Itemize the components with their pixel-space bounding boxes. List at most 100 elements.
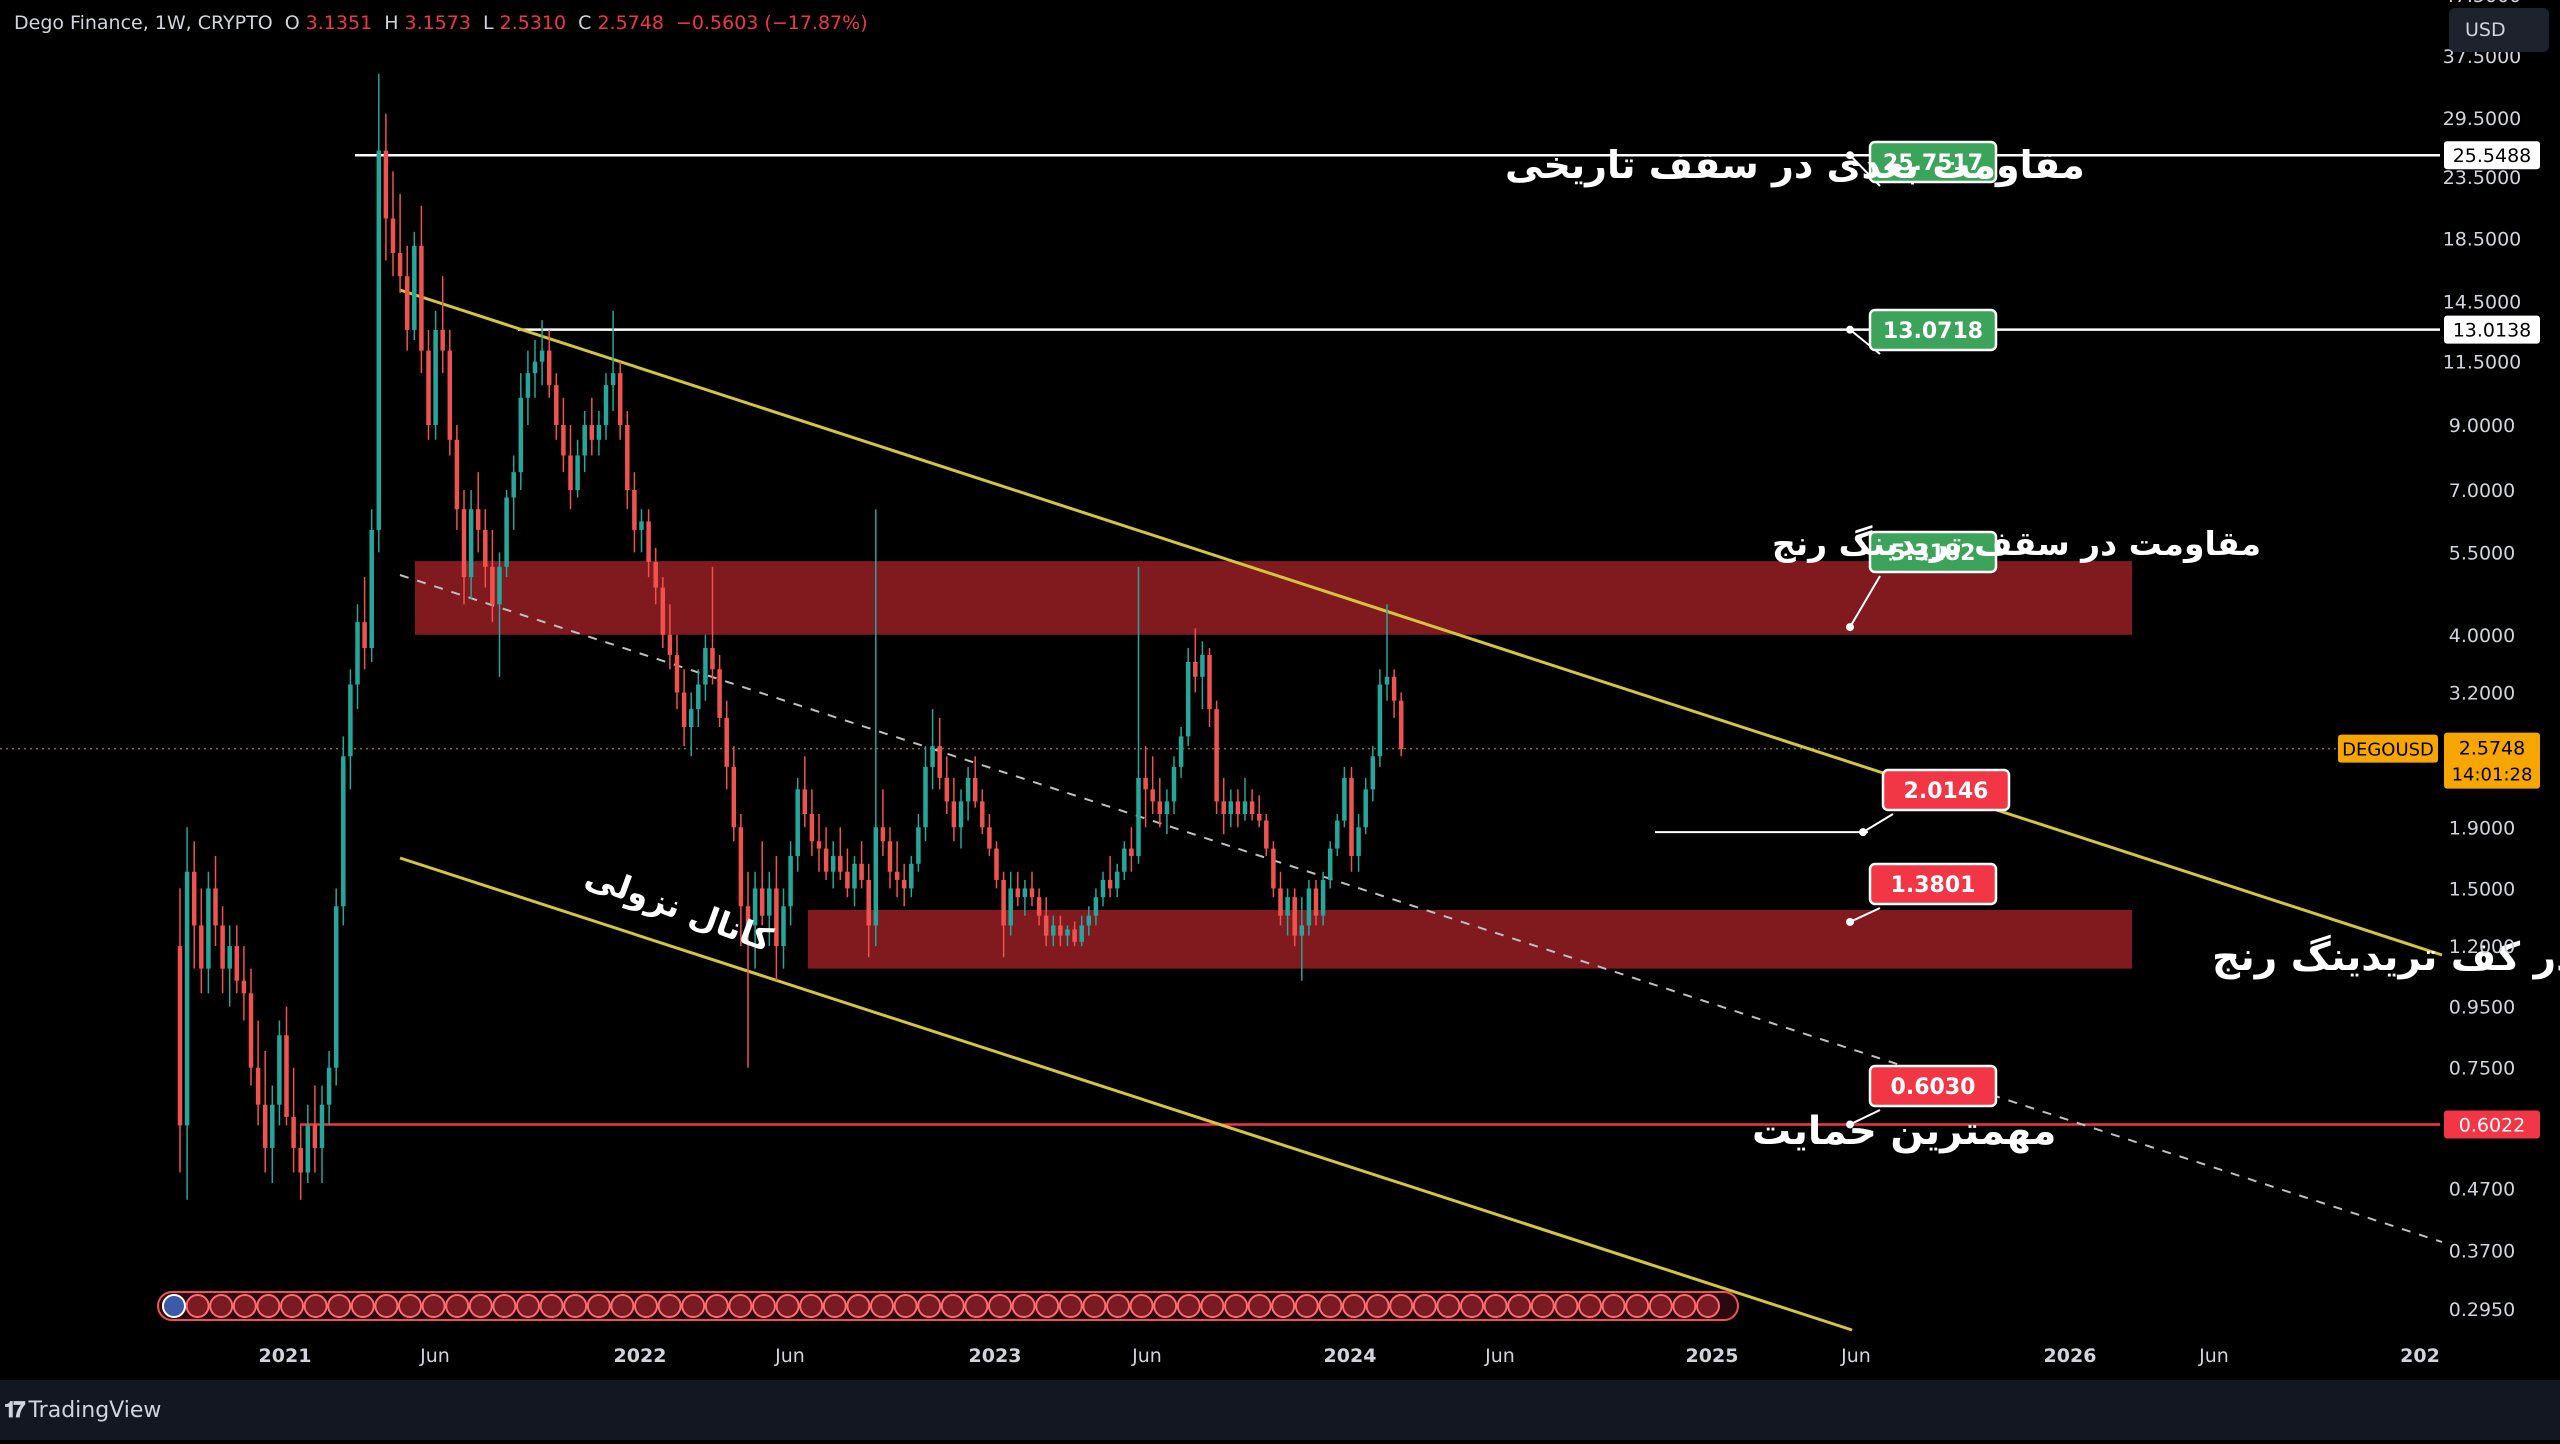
event-marker[interactable]	[539, 1294, 564, 1318]
candle[interactable]	[1150, 756, 1155, 815]
candle[interactable]	[404, 245, 410, 351]
candle[interactable]	[333, 888, 339, 1086]
candle[interactable]	[987, 814, 992, 857]
candle[interactable]	[1079, 915, 1084, 947]
event-marker[interactable]	[1271, 1294, 1296, 1318]
candle[interactable]	[703, 634, 708, 701]
zone-2[interactable]	[808, 909, 2132, 969]
event-marker[interactable]	[492, 1294, 517, 1318]
event-marker[interactable]	[799, 1294, 824, 1318]
candle[interactable]	[490, 529, 495, 623]
candle[interactable]	[830, 841, 836, 889]
event-marker[interactable]	[1460, 1294, 1484, 1318]
candle[interactable]	[1356, 814, 1361, 872]
candle[interactable]	[1398, 692, 1404, 757]
event-marker[interactable]	[398, 1294, 422, 1318]
candle[interactable]	[461, 490, 467, 605]
event-marker[interactable]	[1153, 1294, 1178, 1318]
event-marker[interactable]	[327, 1294, 352, 1318]
candle[interactable]	[809, 789, 815, 857]
candle[interactable]	[1200, 641, 1205, 710]
event-marker[interactable]	[350, 1294, 375, 1318]
candle[interactable]	[1178, 726, 1184, 778]
last-price-tag[interactable]: DEGOUSD 2.5748 14:01:28	[2338, 732, 2540, 789]
candle[interactable]	[348, 669, 353, 790]
event-marker[interactable]	[1412, 1294, 1437, 1318]
event-marker[interactable]	[846, 1294, 871, 1318]
candle[interactable]	[1122, 841, 1127, 880]
candle[interactable]	[504, 490, 509, 578]
candle[interactable]	[681, 669, 687, 747]
currency-button[interactable]: USD	[2449, 8, 2549, 52]
price-callout-3[interactable]: 5.3182	[1846, 530, 1998, 632]
candle[interactable]	[532, 340, 538, 398]
candle[interactable]	[980, 789, 985, 835]
candle[interactable]	[1235, 789, 1241, 828]
candle[interactable]	[852, 856, 857, 907]
candle[interactable]	[916, 814, 921, 872]
candle[interactable]	[539, 320, 545, 386]
candle[interactable]	[710, 566, 715, 685]
candle[interactable]	[838, 827, 843, 880]
candle[interactable]	[965, 766, 971, 821]
candle[interactable]	[767, 871, 772, 947]
event-marker[interactable]	[563, 1294, 588, 1318]
candle[interactable]	[724, 700, 729, 790]
candle[interactable]	[305, 1104, 311, 1184]
candle[interactable]	[1129, 827, 1134, 872]
candle[interactable]	[845, 848, 850, 898]
candle[interactable]	[213, 856, 218, 947]
candle[interactable]	[1093, 888, 1099, 926]
candle[interactable]	[696, 669, 701, 727]
candle[interactable]	[248, 968, 254, 1086]
price-callout-6[interactable]: 0.6030	[1846, 1064, 1998, 1129]
candle[interactable]	[227, 925, 232, 1007]
candle[interactable]	[1228, 789, 1234, 828]
candle[interactable]	[632, 472, 637, 553]
candle[interactable]	[234, 925, 240, 994]
event-marker[interactable]	[256, 1294, 281, 1318]
candle[interactable]	[1249, 789, 1255, 821]
event-marker[interactable]	[1224, 1294, 1248, 1318]
candle[interactable]	[1299, 897, 1305, 981]
event-marker[interactable]	[704, 1294, 729, 1318]
candle[interactable]	[1164, 789, 1170, 835]
candle[interactable]	[1022, 879, 1028, 916]
candle[interactable]	[1051, 915, 1056, 947]
candle[interactable]	[397, 193, 403, 293]
event-marker[interactable]	[1294, 1294, 1319, 1318]
price-callout-4[interactable]: 2.0146	[1859, 768, 2011, 837]
candle[interactable]	[1100, 871, 1106, 907]
candle[interactable]	[972, 756, 978, 808]
event-marker[interactable]	[421, 1294, 446, 1318]
event-marker[interactable]	[586, 1294, 611, 1318]
price-callout-1[interactable]: 25.7517	[1846, 140, 1998, 187]
candle[interactable]	[376, 73, 382, 553]
event-marker[interactable]	[185, 1294, 210, 1318]
candle[interactable]	[1320, 871, 1326, 926]
candle[interactable]	[511, 455, 516, 530]
event-marker[interactable]	[1106, 1294, 1130, 1318]
event-marker[interactable]	[1035, 1294, 1060, 1318]
candle[interactable]	[1292, 888, 1297, 947]
candle[interactable]	[646, 509, 651, 578]
candle[interactable]	[497, 552, 502, 677]
candle[interactable]	[191, 841, 197, 969]
candle[interactable]	[909, 856, 914, 898]
event-marker[interactable]	[374, 1294, 399, 1318]
candle[interactable]	[561, 397, 566, 473]
candle[interactable]	[688, 692, 694, 757]
tradingview-logo[interactable]: 𝟏𝟕 TradingView	[4, 1394, 161, 1426]
candle[interactable]	[220, 906, 225, 994]
channel-lower-line[interactable]	[399, 856, 1853, 1332]
candle[interactable]	[745, 871, 751, 1068]
event-marker[interactable]	[468, 1294, 493, 1318]
candle[interactable]	[610, 310, 616, 412]
candle[interactable]	[1193, 628, 1198, 693]
event-marker[interactable]	[1530, 1294, 1555, 1318]
candle[interactable]	[1143, 746, 1148, 828]
event-marker[interactable]	[1365, 1294, 1390, 1318]
event-marker[interactable]	[893, 1294, 918, 1318]
event-marker[interactable]	[1483, 1294, 1508, 1318]
